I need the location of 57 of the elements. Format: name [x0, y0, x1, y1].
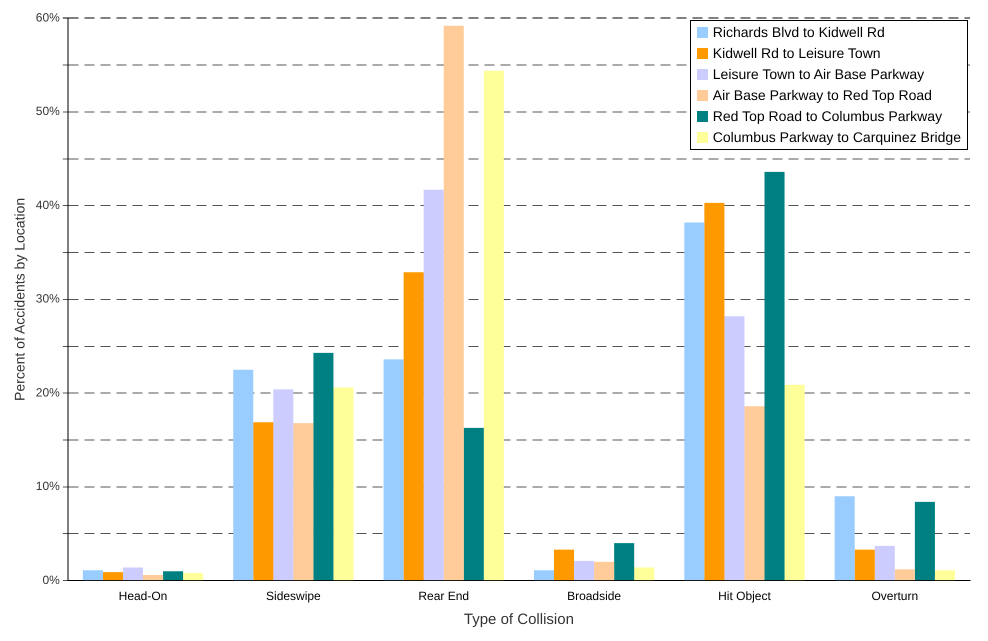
legend-label: Air Base Parkway to Red Top Road [712, 86, 932, 106]
x-tick-label: Hit Object [718, 589, 772, 604]
bar [183, 573, 204, 580]
y-tick-label: 10% [36, 479, 60, 494]
bar [313, 352, 334, 580]
bar [934, 570, 955, 580]
legend-label: Leisure Town to Air Base Parkway [712, 65, 924, 84]
bar [163, 571, 184, 580]
bar [333, 388, 354, 580]
x-axis-title: Type of Collision [464, 611, 574, 628]
bar [404, 272, 424, 580]
bar [233, 370, 254, 580]
x-tick-label: Head-On [118, 589, 168, 604]
y-tick-label: 50% [36, 104, 60, 118]
bar [122, 567, 143, 580]
bar [424, 190, 444, 580]
bar [574, 560, 594, 580]
bar [894, 569, 915, 580]
y-tick-label: 0% [42, 572, 60, 587]
bar [914, 502, 935, 580]
bar [634, 567, 654, 580]
y-axis-title: Percent of Accidents by Location [11, 198, 28, 401]
bar [784, 384, 805, 580]
y-tick-label: 60% [36, 10, 60, 25]
bar [384, 359, 404, 580]
bar [684, 222, 704, 580]
bar [143, 574, 164, 580]
x-tick-label: Sideswipe [266, 589, 322, 604]
bar [464, 428, 484, 580]
bar [724, 316, 744, 580]
legend-label: Kidwell Rd to Leisure Town [712, 44, 881, 64]
legend-label: Richards Blvd to Kidwell Rd [712, 23, 885, 42]
bar [484, 70, 504, 580]
legend-label: Columbus Parkway to Carquinez Bridge [712, 128, 961, 148]
bar [614, 543, 634, 580]
bar [554, 550, 574, 580]
y-tick-label: 30% [36, 292, 60, 306]
bar [704, 202, 724, 580]
x-tick-label: Broadside [567, 589, 622, 604]
y-tick-label: 20% [36, 385, 60, 400]
bar [273, 389, 294, 580]
bar [764, 172, 785, 580]
bar [744, 406, 765, 580]
x-tick-label: Overturn [871, 589, 918, 604]
bar [534, 570, 554, 580]
bar [293, 423, 314, 580]
x-tick-label: Rear End [418, 589, 470, 604]
bar [874, 546, 895, 580]
bar [444, 26, 464, 580]
bar [82, 570, 103, 580]
bar [594, 562, 614, 580]
bar [253, 422, 274, 580]
y-tick-label: 40% [36, 198, 60, 212]
bar [102, 572, 123, 580]
legend-label: Red Top Road to Columbus Parkway [712, 107, 942, 126]
bar [834, 496, 855, 580]
bar [854, 550, 875, 580]
